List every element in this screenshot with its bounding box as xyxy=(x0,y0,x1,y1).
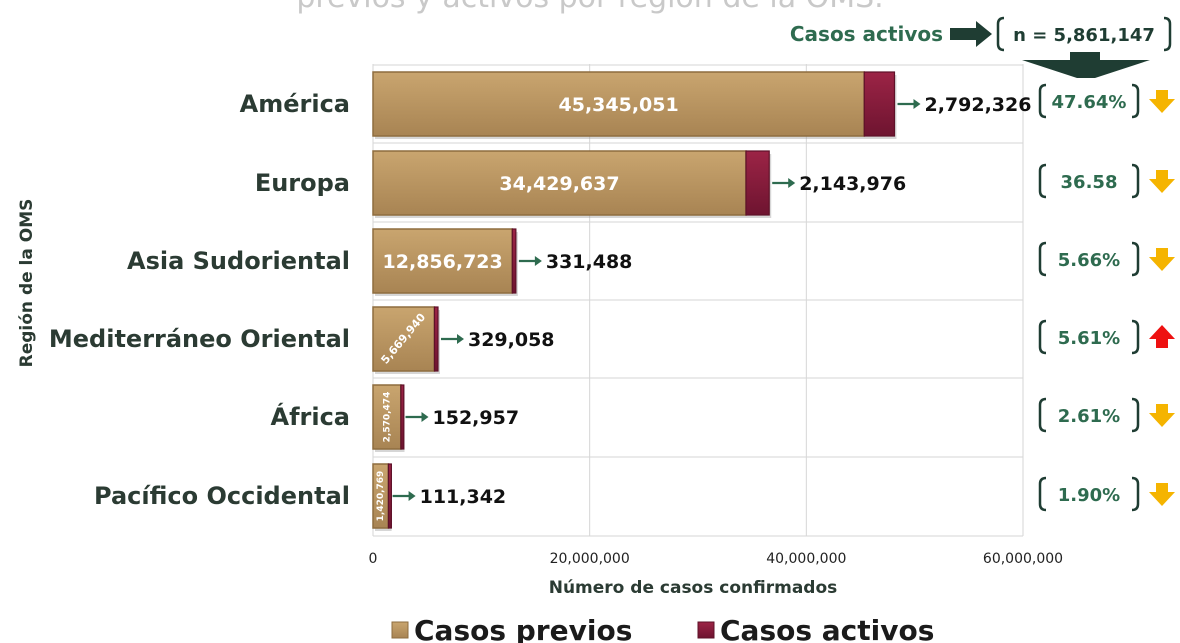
funnel-stem xyxy=(1070,52,1100,62)
arrow-head xyxy=(456,334,464,344)
arrow-head xyxy=(534,256,542,266)
trend-down-icon xyxy=(1149,248,1175,271)
active-share-value: 47.64% xyxy=(1052,92,1127,113)
bars: América 45,345,051 2,792,326 Europa 34,429,6… xyxy=(49,71,1031,531)
bracket-left xyxy=(1038,241,1047,277)
category-label: Europa xyxy=(255,169,350,197)
value-label-activos: 152,957 xyxy=(433,407,520,429)
x-axis: 0 20,000,000 40,000,000 60,000,000 xyxy=(369,551,1064,567)
bar-casos-previos xyxy=(372,71,865,137)
trend-down-icon xyxy=(1149,404,1175,427)
category-label: Pacífico Occidental xyxy=(94,482,350,510)
header-arrow-icon xyxy=(950,21,992,47)
legend-label: Casos activos xyxy=(720,614,934,643)
bracket-left xyxy=(1038,476,1047,512)
bracket-left xyxy=(1038,319,1047,355)
bar-casos-activos xyxy=(511,228,517,294)
bar-casos-previos xyxy=(372,228,514,294)
arrow-head xyxy=(408,491,416,501)
category-label: Mediterráneo Oriental xyxy=(49,325,350,353)
gridlines xyxy=(372,64,1024,537)
active-share-value: 5.61% xyxy=(1058,328,1120,349)
trend-down-icon xyxy=(1149,170,1175,193)
bracket-right xyxy=(1131,83,1140,119)
category-label: América xyxy=(240,90,350,118)
value-label-activos: 2,143,976 xyxy=(799,173,906,195)
bracket-left xyxy=(1038,83,1047,119)
legend: Casos previos Casos activos xyxy=(391,614,934,643)
bar-casos-activos xyxy=(745,150,770,216)
active-share-value: 36.58 xyxy=(1061,172,1118,193)
bracket-right xyxy=(1131,319,1140,355)
legend-label: Casos previos xyxy=(414,614,632,643)
value-label-activos: 2,792,326 xyxy=(924,94,1031,116)
value-label-activos: 329,058 xyxy=(468,329,555,351)
active-share-value: 2.61% xyxy=(1058,406,1120,427)
x-tick-label: 60,000,000 xyxy=(983,551,1063,567)
chart-title: previos y activos por región de la OMS. xyxy=(0,0,1180,15)
bar-casos-previos xyxy=(372,150,747,216)
bracket-right xyxy=(1131,241,1140,277)
active-share-value: 5.66% xyxy=(1058,250,1120,271)
value-label-previos: 1,420,769 xyxy=(376,471,386,522)
legend-swatch xyxy=(697,621,715,639)
value-label-previos: 45,345,051 xyxy=(559,94,679,116)
bar-casos-previos xyxy=(372,384,402,450)
category-label: África xyxy=(271,402,351,431)
bracket-right xyxy=(1163,16,1172,52)
arrow-head xyxy=(421,412,429,422)
bar-casos-activos xyxy=(863,71,896,137)
bracket-left xyxy=(1038,397,1047,433)
x-tick-label: 20,000,000 xyxy=(550,551,630,567)
x-tick-label: 40,000,000 xyxy=(766,551,846,567)
y-axis-label: Región de la OMS xyxy=(17,199,37,368)
trend-up-icon xyxy=(1149,325,1175,348)
bracket-left xyxy=(996,16,1005,52)
trend-down-icon xyxy=(1149,90,1175,113)
active-total: n = 5,861,147 xyxy=(1013,25,1155,46)
value-label-previos: 12,856,723 xyxy=(383,251,503,273)
x-tick-label: 0 xyxy=(369,551,378,567)
arrow-head xyxy=(788,178,796,188)
legend-swatch xyxy=(391,621,409,639)
category-label: Asia Sudoriental xyxy=(127,247,350,275)
value-label-previos: 2,570,474 xyxy=(382,392,392,443)
value-label-activos: 331,488 xyxy=(546,251,633,273)
bracket-right xyxy=(1131,476,1140,512)
value-label-previos: 34,429,637 xyxy=(499,173,619,195)
value-label-activos: 111,342 xyxy=(420,486,507,508)
x-axis-label: Número de casos confirmados xyxy=(549,578,838,598)
active-header-label: Casos activos xyxy=(790,22,943,46)
bar-casos-activos xyxy=(387,463,392,529)
bracket-left xyxy=(1038,163,1047,199)
trend-down-icon xyxy=(1149,483,1175,506)
active-share-column: 47.64% 36.58 5.66% 5.61% 2.61% 1.90% xyxy=(1038,83,1175,512)
bar-casos-previos xyxy=(372,306,436,372)
bar-casos-activos xyxy=(433,306,439,372)
bracket-right xyxy=(1131,397,1140,433)
bar-casos-activos xyxy=(400,384,405,450)
active-header: Casos activos n = 5,861,147 xyxy=(790,16,1172,78)
down-funnel-arrow-icon xyxy=(1022,60,1150,78)
active-share-value: 1.90% xyxy=(1058,485,1120,506)
arrow-head xyxy=(913,99,921,109)
bracket-right xyxy=(1131,163,1140,199)
